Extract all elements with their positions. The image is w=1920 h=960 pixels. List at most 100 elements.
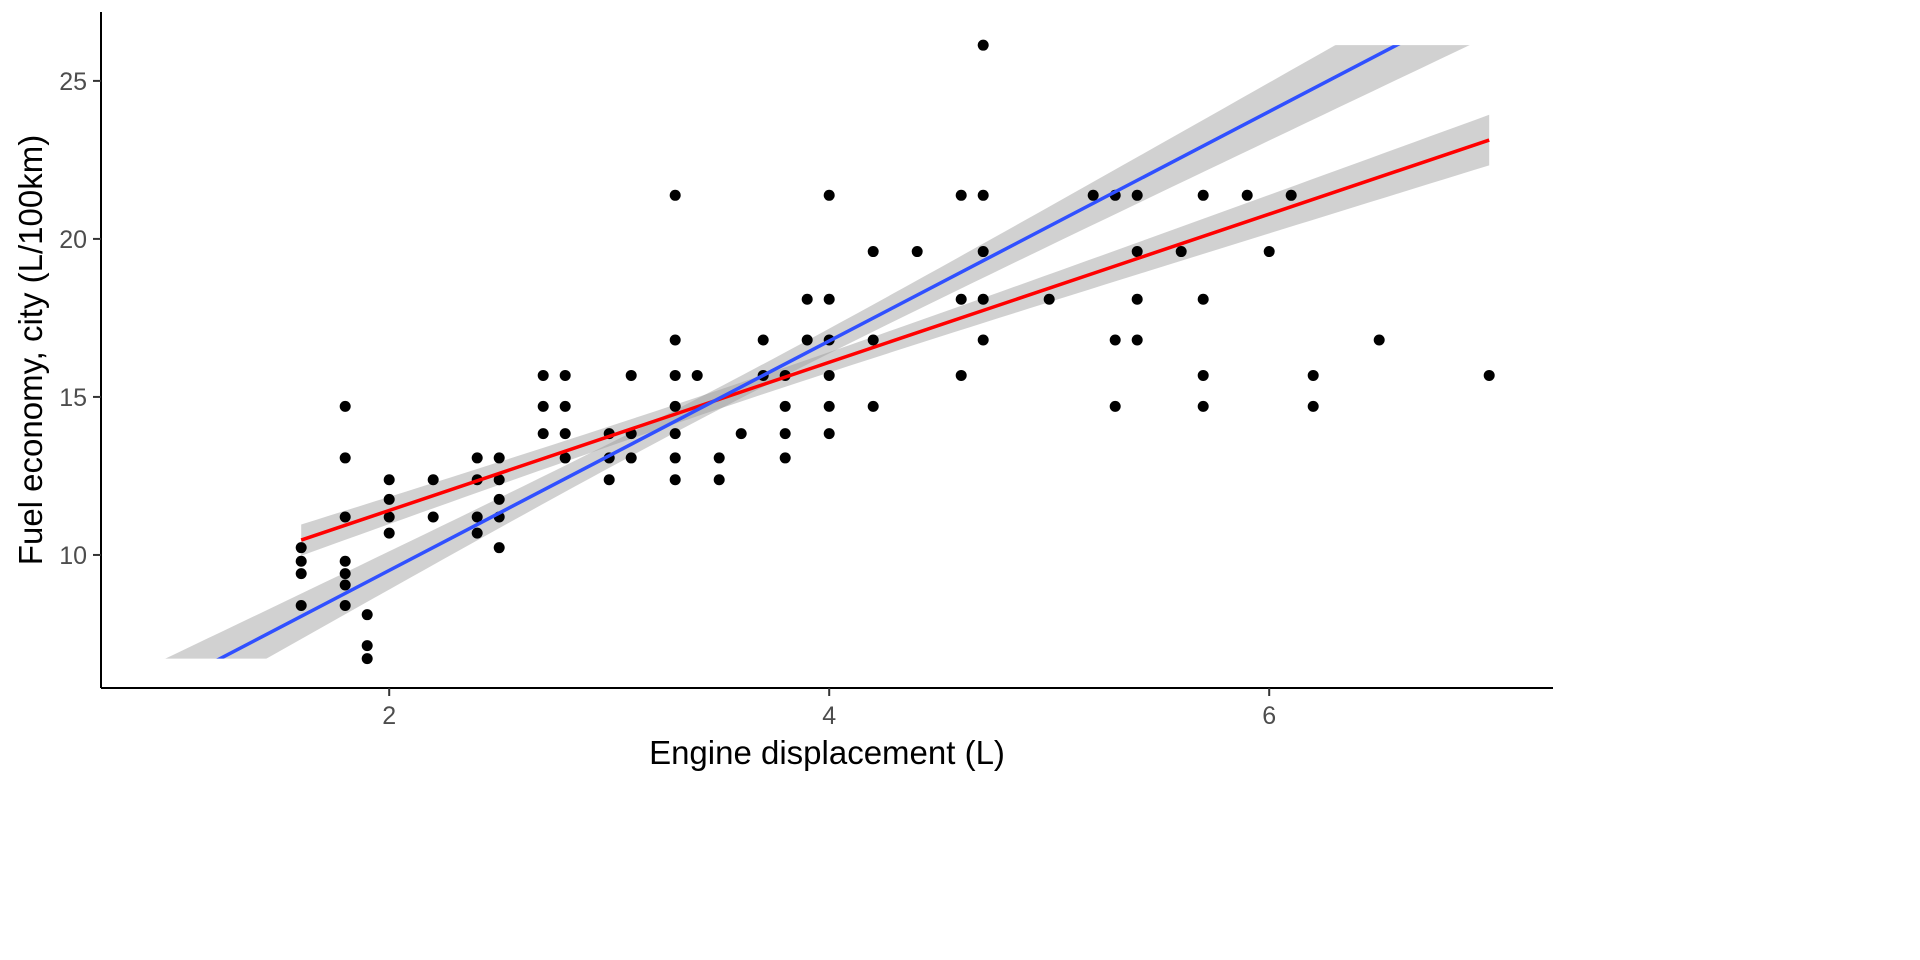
data-point <box>625 452 637 464</box>
data-point <box>669 400 681 412</box>
data-point <box>1043 293 1055 305</box>
data-point <box>867 246 879 258</box>
data-point <box>1197 189 1209 201</box>
data-point <box>823 428 835 440</box>
data-point <box>603 474 615 486</box>
data-point <box>757 334 769 346</box>
data-point <box>801 293 813 305</box>
data-point <box>713 474 725 486</box>
data-point <box>295 600 307 612</box>
data-point <box>1131 334 1143 346</box>
x-tick-label: 4 <box>822 702 836 730</box>
data-point <box>977 293 989 305</box>
y-ticks: 10 15 20 25 <box>59 68 101 570</box>
data-point <box>295 542 307 554</box>
data-point <box>669 428 681 440</box>
data-point <box>977 334 989 346</box>
data-point <box>1131 293 1143 305</box>
data-point <box>669 369 681 381</box>
data-point <box>779 452 791 464</box>
data-point <box>955 293 967 305</box>
data-point <box>977 246 989 258</box>
data-points <box>295 39 1495 665</box>
data-point <box>427 474 439 486</box>
data-point <box>1483 369 1495 381</box>
y-axis-title: Fuel economy, city (L/100km) <box>12 135 49 565</box>
data-point <box>735 428 747 440</box>
data-point <box>669 452 681 464</box>
fit-red-ribbon <box>301 114 1490 556</box>
data-point <box>559 452 571 464</box>
data-point <box>955 189 967 201</box>
fit-lines <box>216 45 1490 659</box>
data-point <box>1197 293 1209 305</box>
data-point <box>339 452 351 464</box>
data-point <box>867 400 879 412</box>
data-point <box>493 493 505 505</box>
data-point <box>1175 246 1187 258</box>
data-point <box>1285 189 1297 201</box>
data-point <box>823 189 835 201</box>
data-point <box>295 555 307 567</box>
data-point <box>1197 400 1209 412</box>
data-point <box>867 334 879 346</box>
data-point <box>713 452 725 464</box>
y-tick-label: 10 <box>59 542 87 570</box>
data-point <box>537 369 549 381</box>
data-point <box>823 400 835 412</box>
data-point <box>1373 334 1385 346</box>
fit-red-line <box>300 138 1490 542</box>
data-point <box>427 511 439 523</box>
data-point <box>669 334 681 346</box>
data-point <box>339 579 351 591</box>
data-point <box>339 400 351 412</box>
data-point <box>1087 189 1099 201</box>
fit-blue-line <box>216 45 1401 659</box>
data-point <box>779 428 791 440</box>
y-tick-label: 20 <box>59 226 87 254</box>
data-point <box>977 189 989 201</box>
data-point <box>383 474 395 486</box>
data-point <box>383 493 395 505</box>
x-tick-label: 6 <box>1262 702 1276 730</box>
data-point <box>361 653 373 665</box>
data-point <box>537 428 549 440</box>
data-point <box>493 474 505 486</box>
x-axis-title: Engine displacement (L) <box>649 734 1005 771</box>
data-point <box>339 600 351 612</box>
data-point <box>1197 369 1209 381</box>
data-point <box>669 474 681 486</box>
data-point <box>1241 189 1253 201</box>
y-tick-label: 15 <box>59 384 87 412</box>
data-point <box>383 511 395 523</box>
data-point <box>1131 246 1143 258</box>
data-point <box>625 369 637 381</box>
confidence-ribbons <box>165 45 1490 659</box>
data-point <box>537 400 549 412</box>
data-point <box>955 369 967 381</box>
data-point <box>559 400 571 412</box>
fit-blue-ribbon <box>165 45 1470 659</box>
data-point <box>669 189 681 201</box>
data-point <box>339 511 351 523</box>
data-point <box>471 527 483 539</box>
data-point <box>1263 246 1275 258</box>
data-point <box>1109 334 1121 346</box>
x-tick-label: 2 <box>382 702 396 730</box>
data-point <box>977 39 989 51</box>
data-point <box>1131 189 1143 201</box>
data-point <box>691 369 703 381</box>
data-point <box>471 452 483 464</box>
data-point <box>801 334 813 346</box>
data-point <box>361 640 373 652</box>
x-ticks: 2 4 6 <box>382 688 1276 730</box>
data-point <box>471 511 483 523</box>
data-point <box>559 369 571 381</box>
data-point <box>339 555 351 567</box>
data-point <box>823 369 835 381</box>
data-point <box>361 609 373 621</box>
data-point <box>823 293 835 305</box>
data-point <box>559 428 571 440</box>
data-point <box>295 568 307 580</box>
